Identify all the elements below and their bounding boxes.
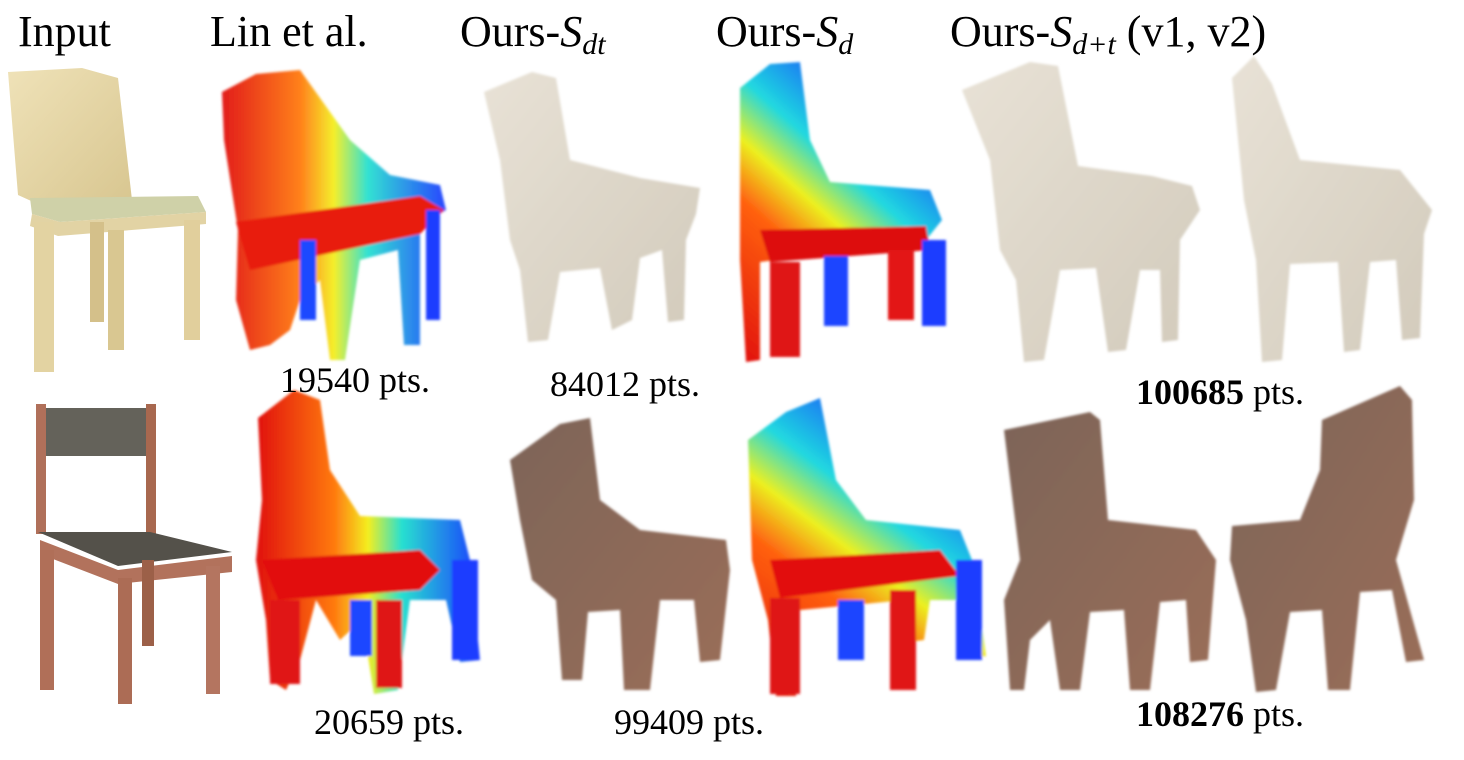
header-input-label: Input [18,7,111,56]
row2-lin-depth-cloud [256,390,480,694]
header-input: Input [18,6,111,58]
point-count-value: 108276 [1136,694,1244,734]
header-sdt2-sub: d+t [1072,28,1116,61]
point-count-unit: pts. [704,702,765,742]
row1-sdt2-v2-cloud [1232,56,1432,362]
header-ours-sdt: Ours-Sdt [460,6,606,71]
header-sd-sub: d [838,28,854,61]
header-sdt-sub: dt [582,28,606,61]
header-sdt2-base: S [1050,7,1073,56]
header-sd-base: S [816,7,839,56]
row2-ours-point-count: 108276 pts. [1136,694,1304,734]
point-count-value: 20659 [314,702,404,742]
header-ours-prefix: Ours- [716,7,817,56]
header-sdt-base: S [560,7,583,56]
point-count-value: 19540 [280,360,370,400]
point-count-value: 84012 [550,364,640,404]
header-ours-sd: Ours-Sd [716,6,853,71]
row1-lin-point-count: 19540 pts. [280,360,430,400]
row1-ours-point-count: 100685 pts. [1136,372,1304,412]
point-count-value: 100685 [1136,372,1244,412]
row1-lin-depth-cloud [222,70,446,360]
point-count-value: 99409 [614,702,704,742]
row2-sd-depth-cloud [748,398,986,696]
row1-input-chair-image [8,68,206,372]
point-count-unit: pts. [404,702,465,742]
row2-input-chair-image [36,404,232,704]
point-count-unit: pts. [1244,372,1305,412]
row1-sdt-cloud [484,72,700,342]
row2-sdt2-v2-cloud [1230,386,1424,692]
header-ours-prefix: Ours- [950,7,1051,56]
row1-sd-depth-cloud [740,62,946,362]
row2-lin-point-count: 20659 pts. [314,702,464,742]
header-lin: Lin et al. [210,6,368,58]
point-count-unit: pts. [640,364,701,404]
point-count-unit: pts. [370,360,431,400]
header-lin-label: Lin et al. [210,7,368,56]
row2-sdt-point-count: 99409 pts. [614,702,764,742]
row1-sdt2-v1-cloud [962,62,1200,362]
row2-sdt2-v1-cloud [1004,412,1216,690]
header-sdt2-suffix: (v1, v2) [1115,7,1267,56]
row1-sdt-point-count: 84012 pts. [550,364,700,404]
header-ours-prefix: Ours- [460,7,561,56]
header-ours-sdplust: Ours-Sd+t (v1, v2) [950,6,1266,71]
row2-sdt-cloud [510,418,730,690]
point-count-unit: pts. [1244,694,1305,734]
